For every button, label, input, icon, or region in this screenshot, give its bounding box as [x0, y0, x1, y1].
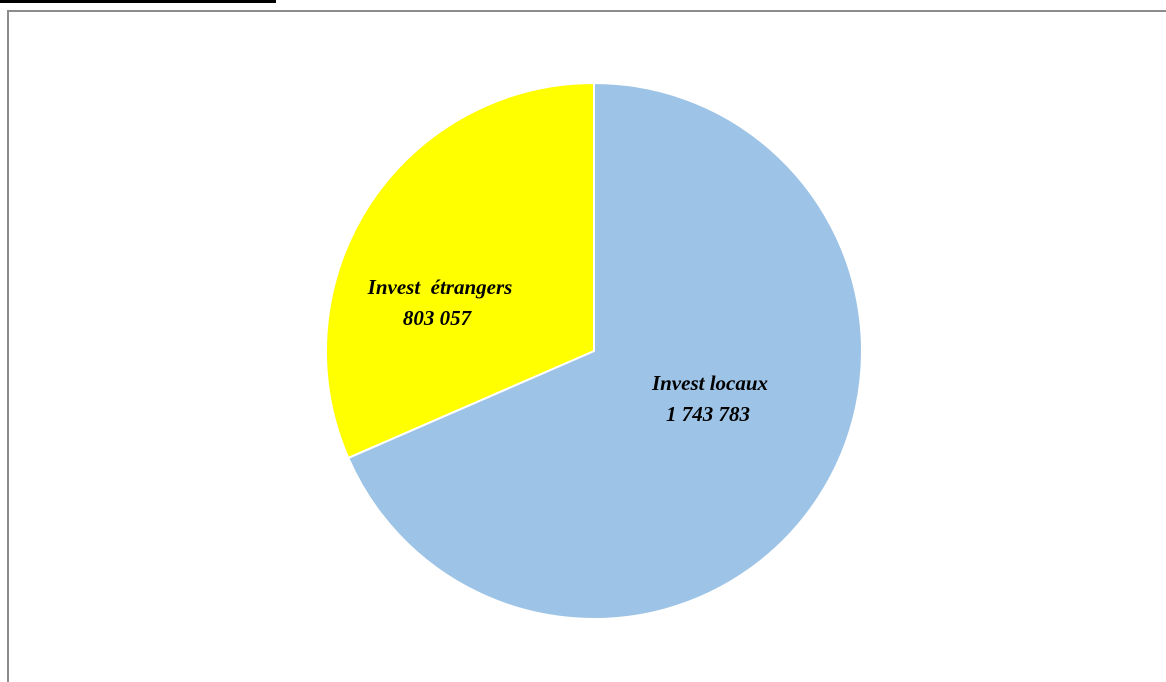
slice-label-etrangers-name: Invest étrangers [367, 275, 513, 299]
top-rule [0, 0, 276, 3]
slice-label-locaux-name: Invest locaux [651, 371, 768, 395]
pie-slice-invest-etrangers [325, 81, 595, 460]
slice-label-etrangers-value: 803 057 [403, 306, 473, 330]
pie-slice-invest-locaux [346, 81, 863, 620]
slice-label-locaux-value: 1 743 783 [666, 402, 750, 426]
pie-slices [325, 81, 863, 620]
